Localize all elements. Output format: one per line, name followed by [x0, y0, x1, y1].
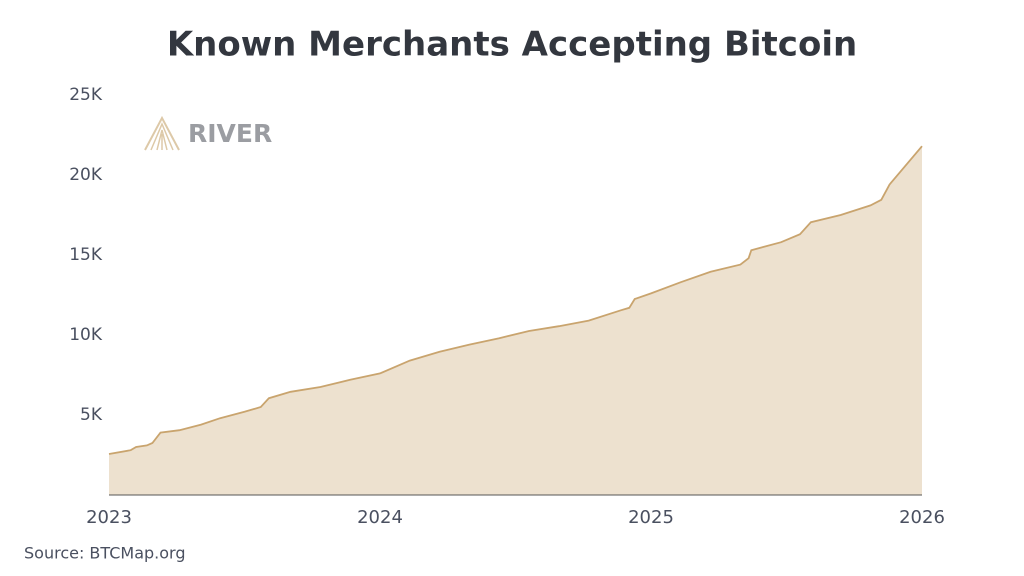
logo-text: RIVER	[188, 119, 272, 148]
y-tick-label: 5K	[80, 405, 103, 425]
chart-title: Known Merchants Accepting Bitcoin	[167, 25, 857, 65]
x-tick-label: 2024	[357, 507, 403, 528]
y-tick-label: 20K	[69, 165, 103, 185]
logo-icon-lines	[150, 122, 174, 151]
y-tick-label: 15K	[69, 245, 103, 265]
y-tick-label: 10K	[69, 325, 103, 345]
line	[108, 145, 923, 455]
area	[109, 146, 922, 495]
x-tick-label: 2023	[86, 507, 132, 528]
x-tick-label: 2025	[628, 507, 674, 528]
logo: RIVER	[144, 115, 272, 151]
logo-icon	[144, 115, 180, 151]
source-note: Source: BTCMap.org	[24, 544, 186, 563]
x-tick-label: 2026	[899, 507, 945, 528]
y-tick-label: 25K	[69, 85, 103, 105]
